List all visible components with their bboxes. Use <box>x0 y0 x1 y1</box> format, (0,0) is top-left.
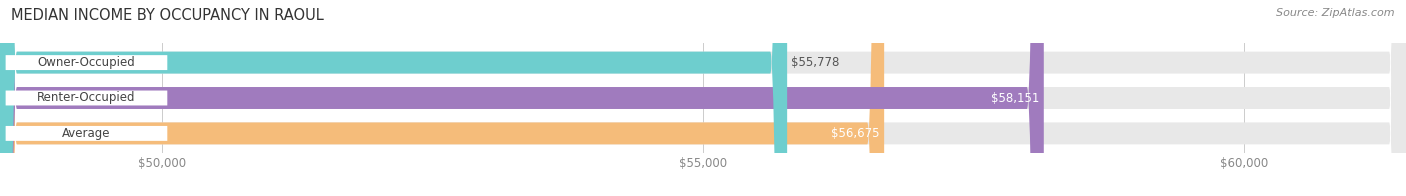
FancyBboxPatch shape <box>0 0 1043 196</box>
FancyBboxPatch shape <box>0 0 884 196</box>
FancyBboxPatch shape <box>0 0 787 196</box>
Text: Source: ZipAtlas.com: Source: ZipAtlas.com <box>1277 8 1395 18</box>
Text: $55,778: $55,778 <box>792 56 839 69</box>
Text: Owner-Occupied: Owner-Occupied <box>38 56 135 69</box>
Text: MEDIAN INCOME BY OCCUPANCY IN RAOUL: MEDIAN INCOME BY OCCUPANCY IN RAOUL <box>11 8 323 23</box>
Text: Renter-Occupied: Renter-Occupied <box>37 92 136 104</box>
Text: Average: Average <box>62 127 111 140</box>
Text: $58,151: $58,151 <box>991 92 1039 104</box>
Text: $56,675: $56,675 <box>831 127 880 140</box>
FancyBboxPatch shape <box>6 126 167 141</box>
FancyBboxPatch shape <box>6 91 167 105</box>
FancyBboxPatch shape <box>6 55 167 70</box>
